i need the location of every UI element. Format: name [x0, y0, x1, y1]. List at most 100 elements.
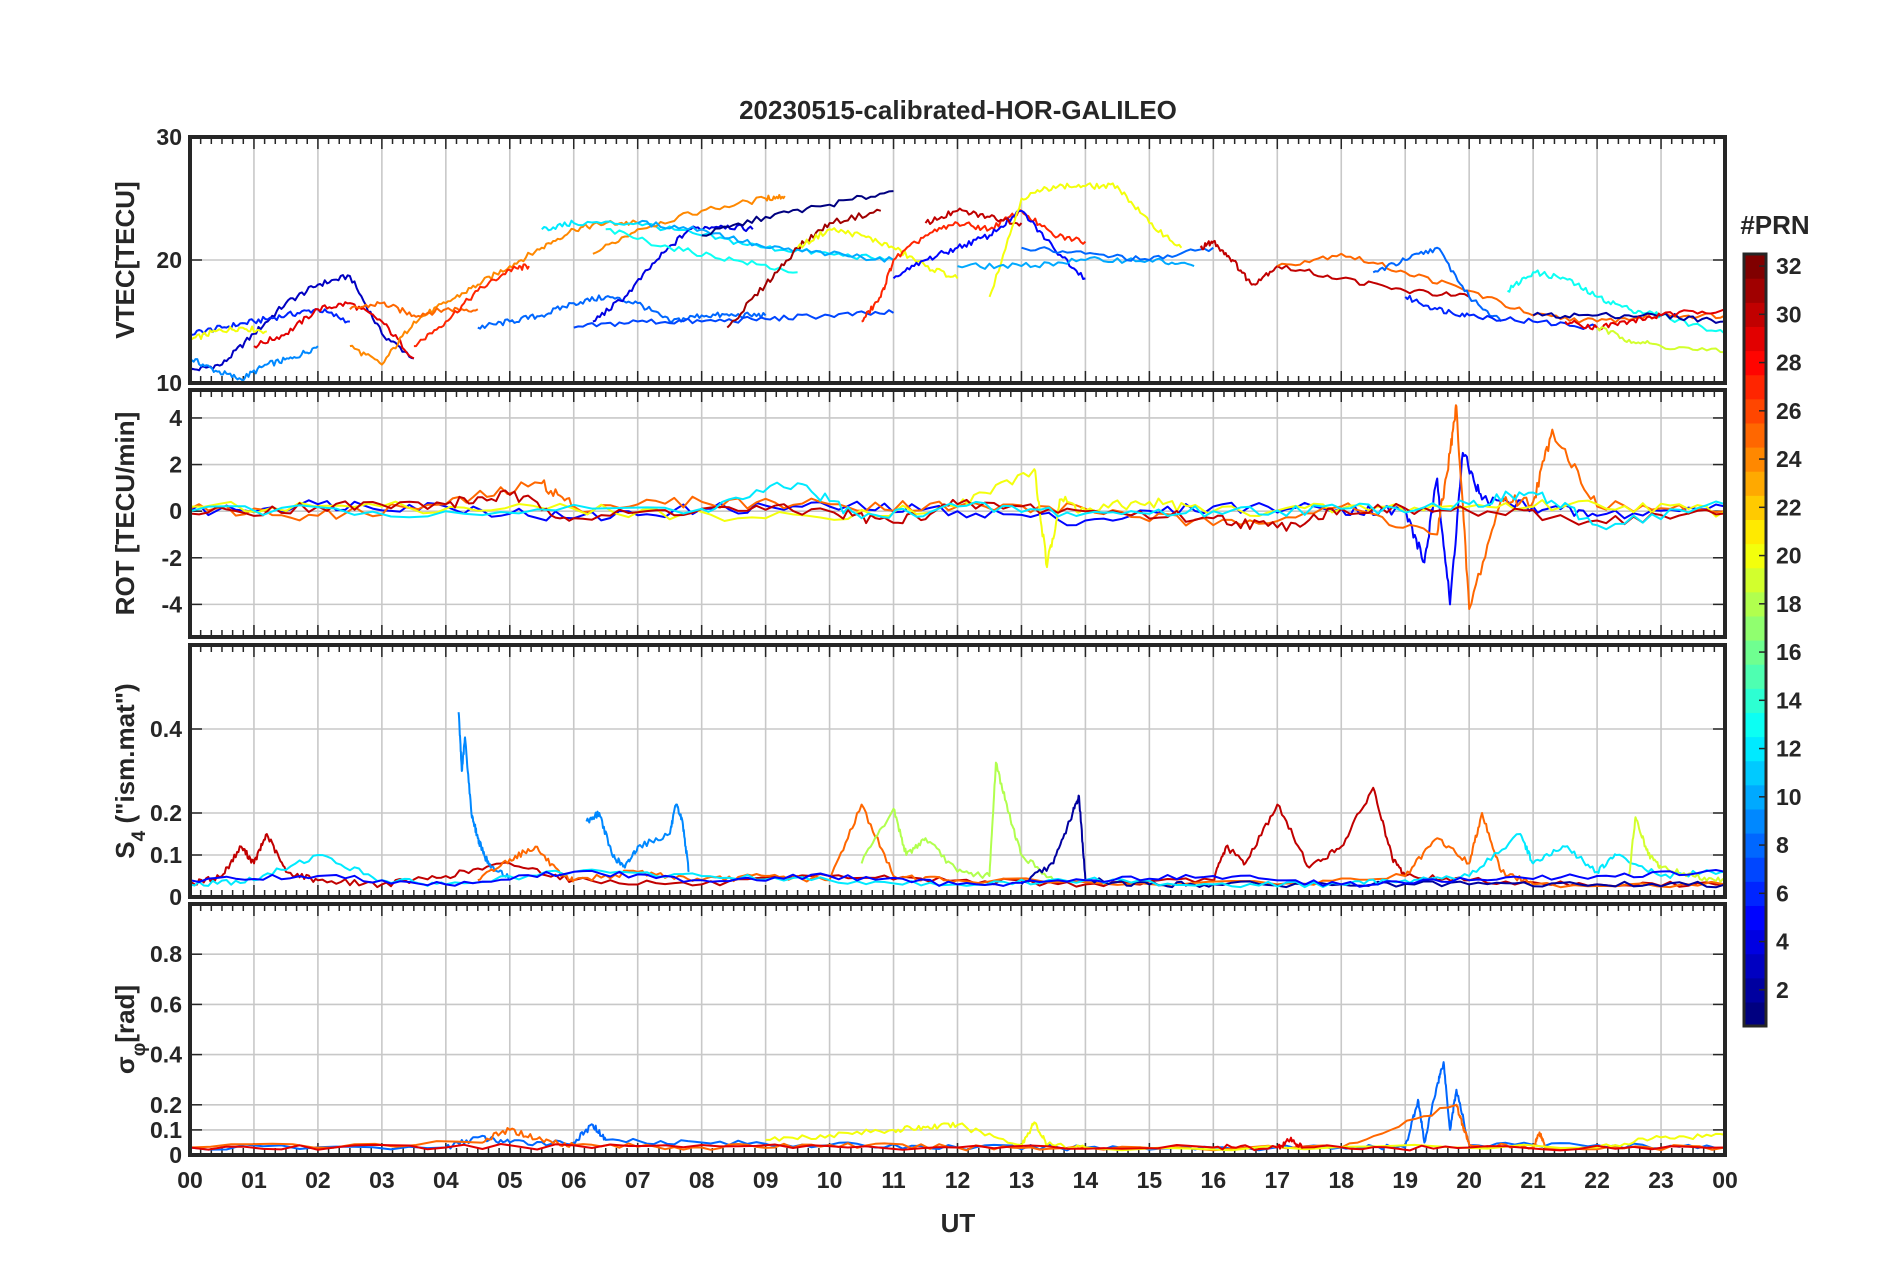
- x-tick-label: 12: [945, 1167, 971, 1193]
- s4-grid: [190, 645, 1725, 898]
- colorbar-tick-label: 4: [1776, 929, 1789, 955]
- vtec-series-prn-10: [957, 256, 1195, 270]
- sigma_phi-series-group: [190, 1061, 1725, 1152]
- colorbar-tick-label: 20: [1776, 543, 1802, 569]
- vtec-series-prn-20: [190, 325, 268, 341]
- vtec-y-tick-label: 20: [156, 247, 182, 273]
- colorbar-label: #PRN: [1740, 210, 1809, 240]
- colorbar-segment: [1744, 640, 1766, 665]
- x-tick-label: 15: [1137, 1167, 1163, 1193]
- vtec-series-prn-20: [988, 182, 1183, 298]
- x-axis-label: UT: [941, 1208, 976, 1238]
- colorbar-segment: [1744, 857, 1766, 882]
- colorbar-segment: [1744, 374, 1766, 400]
- x-tick-label: 07: [625, 1167, 651, 1193]
- colorbar-tick-label: 2: [1776, 977, 1789, 1003]
- x-tick-label: 13: [1009, 1167, 1035, 1193]
- sigma_phi-axes-frame: [188, 902, 1727, 1157]
- vtec-axes-frame: [188, 135, 1727, 385]
- vtec-series-prn-19: [1596, 326, 1725, 354]
- sigma_phi-y-tick-label: 0.6: [150, 991, 182, 1017]
- vtec-series-prn-24: [592, 194, 786, 255]
- colorbar-tick-label: 14: [1776, 687, 1802, 713]
- s4-y-tick-label: 0: [169, 884, 182, 910]
- colorbar-segment: [1744, 881, 1766, 906]
- colorbar-segment: [1744, 688, 1766, 713]
- vtec-series-prn-27: [413, 263, 530, 348]
- colorbar-segment: [1744, 833, 1766, 858]
- colorbar-segment: [1744, 567, 1766, 593]
- vtec-series-prn-27: [861, 208, 1087, 323]
- colorbar-segment: [1744, 398, 1766, 424]
- x-tick-label: 18: [1328, 1167, 1354, 1193]
- colorbar-tick-label: 8: [1776, 832, 1789, 858]
- vtec-series-prn-13: [605, 228, 798, 274]
- x-tick-label: 06: [561, 1167, 587, 1193]
- colorbar-segment: [1744, 591, 1766, 617]
- vtec-series-prn-5: [892, 209, 1086, 280]
- colorbar-tick-label: 10: [1776, 784, 1802, 810]
- colorbar-segment: [1744, 977, 1766, 1003]
- colorbar-segment: [1744, 953, 1766, 979]
- vtec-series-prn-3: [190, 274, 415, 372]
- vtec-series-prn-30: [924, 207, 1023, 227]
- colorbar-segment: [1744, 326, 1766, 352]
- rot-axes-frame: [188, 388, 1727, 639]
- x-tick-label: 19: [1392, 1167, 1418, 1193]
- rot-series-prn-25: [190, 404, 1725, 610]
- x-tick-label: 23: [1648, 1167, 1674, 1193]
- sigma_phi-y-tick-label: 0: [169, 1142, 182, 1168]
- sigma_phi-y-tick-label: 0.2: [150, 1092, 182, 1118]
- rot-series-prn-30: [190, 489, 1725, 532]
- x-tick-label: 11: [881, 1167, 906, 1193]
- vtec-y-tick-label: 10: [156, 370, 182, 396]
- rot-series-prn-12: [190, 481, 1725, 531]
- x-tick-label: 10: [817, 1167, 843, 1193]
- vtec-series-prn-20: [796, 227, 959, 279]
- s4-y-axis-label: S4 ("ism.mat"): [110, 683, 150, 858]
- sigma_phi-y-tick-label: 0.8: [150, 941, 182, 967]
- x-tick-label: 00: [1712, 1167, 1738, 1193]
- s4-y-tick-label: 0.2: [150, 800, 182, 826]
- rot-y-tick-label: 2: [169, 452, 182, 478]
- vtec-series-prn-29: [253, 301, 415, 360]
- s4-axes-frame: [188, 643, 1727, 899]
- colorbar-segment: [1744, 808, 1766, 834]
- s4-series-prn-9: [457, 712, 511, 880]
- colorbar-tick-label: 6: [1776, 880, 1789, 906]
- x-tick-label: 22: [1584, 1167, 1610, 1193]
- colorbar-segment: [1744, 1001, 1766, 1027]
- rot-y-tick-label: 0: [169, 498, 182, 524]
- colorbar-tick-label: 30: [1776, 301, 1802, 327]
- vtec-series-prn-6: [1404, 294, 1598, 330]
- colorbar-tick-label: 22: [1776, 494, 1802, 520]
- vtec-series-prn-2: [1532, 311, 1725, 324]
- colorbar-segment: [1744, 543, 1766, 569]
- colorbar-segment: [1744, 712, 1766, 738]
- panel-vtec: 10 20 30 VTEC[TECU]: [110, 124, 1727, 396]
- sigma_phi-y-axis-label: σφ[rad]: [110, 985, 150, 1074]
- vtec-series-prn-6: [190, 308, 350, 336]
- sigma_phi-y-tick-label: 0.1: [150, 1117, 182, 1143]
- panel-sigma_phi: 00.10.2 0.4 0.6 0.8σφ[rad] 00 01 02 03 04 05 06 07 0…: [110, 902, 1738, 1193]
- x-tick-label: 03: [369, 1167, 395, 1193]
- rot-series-group: [190, 404, 1725, 610]
- colorbar-segment: [1744, 447, 1766, 472]
- s4-series-prn-2: [1020, 794, 1725, 889]
- panel-s4: 0 0.1 0.2 0.4S4 ("ism.mat"): [110, 643, 1727, 910]
- sigma_phi-series-prn-20: [765, 1121, 1725, 1152]
- vtec-series-prn-29: [1564, 308, 1725, 331]
- x-tick-label: 05: [497, 1167, 523, 1193]
- s4-series-prn-25: [477, 803, 1725, 889]
- colorbar-segment: [1744, 519, 1766, 545]
- chart-title: 20230515-calibrated-HOR-GALILEO: [739, 95, 1177, 125]
- vtec-series-prn-25: [349, 301, 479, 318]
- vtec-series-prn-30: [1199, 239, 1470, 298]
- vtec-grid: [190, 136, 1725, 384]
- rot-y-tick-label: -4: [162, 591, 183, 617]
- colorbar-tick-label: 12: [1776, 736, 1802, 762]
- vtec-series-prn-24: [349, 219, 639, 366]
- colorbar-tick-label: 24: [1776, 446, 1802, 472]
- vtec-series-prn-8: [1021, 246, 1214, 262]
